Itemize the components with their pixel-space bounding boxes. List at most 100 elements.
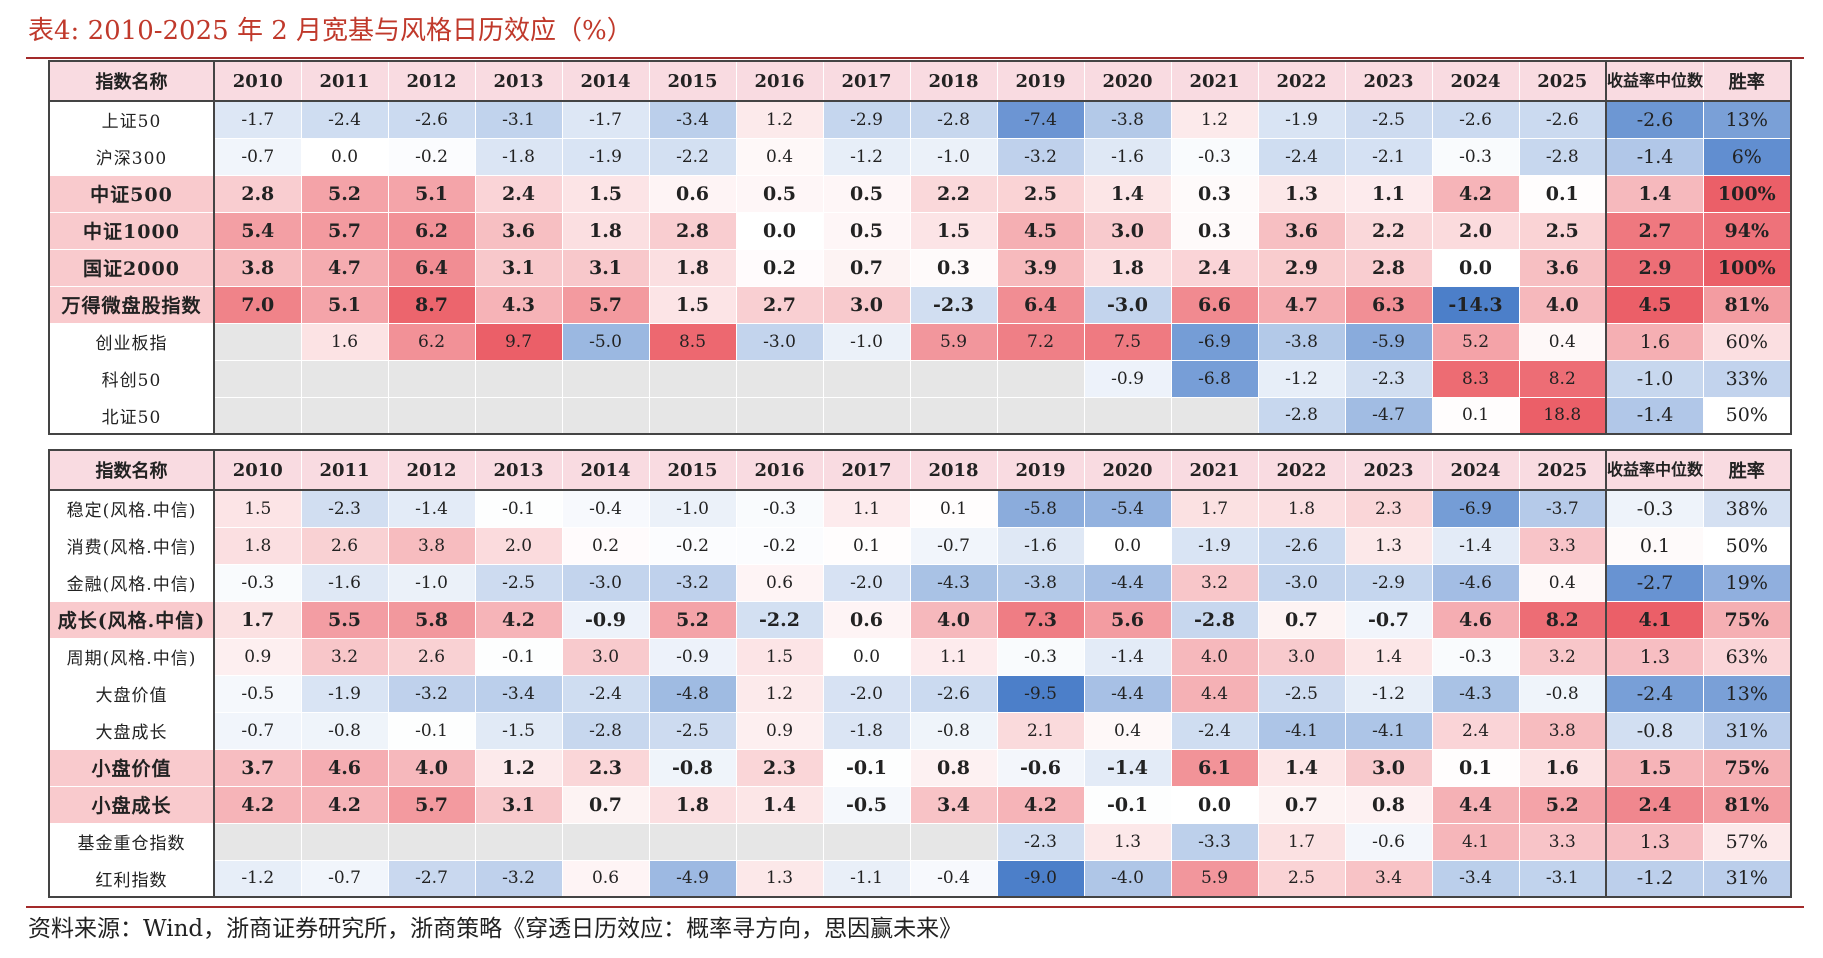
value-cell: 0.5	[823, 175, 911, 213]
value-cell: 5.6	[1084, 601, 1172, 639]
column-header-year: 2017	[823, 450, 911, 491]
value-cell: -1.4	[1084, 638, 1172, 676]
value-cell: -3.8	[1084, 101, 1172, 139]
value-cell: 1.1	[910, 638, 998, 676]
value-cell: 3.3	[1519, 527, 1607, 565]
value-cell: -1.2	[214, 860, 302, 898]
table-row: 成长(风格.中信) 1.7 5.5 5.8 4.2 -0.9 5.2 -2.2 0.6 4.0 7.…	[49, 601, 1792, 639]
value-cell: 0.6	[649, 175, 737, 213]
median-cell: -1.4	[1605, 397, 1705, 435]
value-cell: 4.2	[475, 601, 563, 639]
value-cell: -2.2	[649, 138, 737, 176]
value-cell: 2.5	[1519, 212, 1607, 250]
win-rate-cell: 75%	[1703, 749, 1792, 787]
value-cell: 2.4	[1171, 249, 1259, 287]
value-cell: 0.8	[910, 749, 998, 787]
value-cell: 5.1	[388, 175, 476, 213]
value-cell: -0.2	[388, 138, 476, 176]
median-cell: 2.9	[1605, 249, 1705, 287]
value-cell: -2.9	[1345, 564, 1433, 602]
column-header-year: 2023	[1345, 61, 1433, 102]
value-cell: -2.5	[1345, 101, 1433, 139]
value-cell: 5.2	[301, 175, 389, 213]
table-header-row: 指数名称 2010 2011 2012 2013 2014 2015 2016 …	[49, 61, 1792, 102]
value-cell: 0.0	[736, 212, 824, 250]
value-cell: 2.4	[475, 175, 563, 213]
median-cell: -2.6	[1605, 101, 1705, 139]
value-cell: 4.4	[1432, 786, 1520, 824]
median-cell: -2.4	[1605, 675, 1705, 713]
value-cell: -6.9	[1171, 323, 1259, 361]
value-cell: -3.2	[475, 860, 563, 898]
value-cell: -3.8	[997, 564, 1085, 602]
value-cell: -3.2	[997, 138, 1085, 176]
column-header-year: 2010	[214, 450, 302, 491]
value-cell: -0.7	[214, 712, 302, 750]
value-cell: 3.1	[475, 786, 563, 824]
value-cell: -1.9	[1258, 101, 1346, 139]
value-cell: 1.4	[1084, 175, 1172, 213]
value-cell: 1.3	[736, 860, 824, 898]
value-cell	[301, 397, 389, 435]
value-cell: 6.3	[1345, 286, 1433, 324]
column-header-year: 2012	[388, 61, 476, 102]
value-cell: 0.4	[1519, 323, 1607, 361]
value-cell: 1.8	[649, 786, 737, 824]
value-cell: -4.0	[1084, 860, 1172, 898]
value-cell: 0.0	[823, 638, 911, 676]
row-label: 科创50	[49, 360, 215, 398]
value-cell: -1.8	[475, 138, 563, 176]
value-cell: -1.0	[649, 490, 737, 528]
value-cell: 0.4	[1519, 564, 1607, 602]
broad-index-table: 指数名称 2010 2011 2012 2013 2014 2015 2016 …	[48, 60, 1792, 435]
value-cell: -0.6	[997, 749, 1085, 787]
value-cell: -1.6	[997, 527, 1085, 565]
value-cell: 5.2	[1432, 323, 1520, 361]
win-rate-cell: 50%	[1703, 527, 1792, 565]
value-cell: 4.4	[1171, 675, 1259, 713]
value-cell: 3.0	[1258, 638, 1346, 676]
value-cell: 0.0	[301, 138, 389, 176]
value-cell: -3.4	[1432, 860, 1520, 898]
value-cell: 0.1	[910, 490, 998, 528]
value-cell: 4.1	[1432, 823, 1520, 861]
table-row: 万得微盘股指数 7.0 5.1 8.7 4.3 5.7 1.5 2.7 3.0 -2.3 6.4 -3…	[49, 286, 1792, 324]
value-cell: -0.8	[649, 749, 737, 787]
value-cell: 3.4	[910, 786, 998, 824]
median-cell: 1.3	[1605, 638, 1705, 676]
value-cell: -2.8	[1519, 138, 1607, 176]
value-cell: 7.2	[997, 323, 1085, 361]
value-cell: 1.1	[823, 490, 911, 528]
value-cell: -2.5	[649, 712, 737, 750]
value-cell	[562, 397, 650, 435]
table-row: 红利指数 -1.2 -0.7 -2.7 -3.2 0.6 -4.9 1.3 -1.1 -0.4 -9…	[49, 860, 1792, 898]
value-cell	[823, 360, 911, 398]
value-cell: -2.7	[388, 860, 476, 898]
win-rate-cell: 19%	[1703, 564, 1792, 602]
value-cell: -2.4	[1171, 712, 1259, 750]
value-cell: 0.4	[736, 138, 824, 176]
value-cell: 0.3	[1171, 175, 1259, 213]
value-cell: 2.1	[997, 712, 1085, 750]
value-cell: -0.3	[1171, 138, 1259, 176]
value-cell: -3.7	[1519, 490, 1607, 528]
value-cell: 5.1	[301, 286, 389, 324]
value-cell: 3.3	[1519, 823, 1607, 861]
value-cell: 1.4	[1345, 638, 1433, 676]
value-cell: 3.0	[1084, 212, 1172, 250]
row-label: 消费(风格.中信)	[49, 527, 215, 565]
value-cell: 0.0	[1171, 786, 1259, 824]
value-cell: -1.7	[214, 101, 302, 139]
row-label: 万得微盘股指数	[49, 286, 215, 324]
value-cell	[388, 397, 476, 435]
column-header-year: 2021	[1171, 61, 1259, 102]
value-cell: 2.8	[649, 212, 737, 250]
value-cell: 4.0	[1519, 286, 1607, 324]
value-cell: -0.3	[214, 564, 302, 602]
column-header-year: 2024	[1432, 61, 1520, 102]
row-label: 中证500	[49, 175, 215, 213]
value-cell: -2.9	[823, 101, 911, 139]
table-row: 中证1000 5.4 5.7 6.2 3.6 1.8 2.8 0.0 0.5 1.5 4.5 3.0 0…	[49, 212, 1792, 250]
value-cell: -0.4	[910, 860, 998, 898]
median-cell: 2.4	[1605, 786, 1705, 824]
